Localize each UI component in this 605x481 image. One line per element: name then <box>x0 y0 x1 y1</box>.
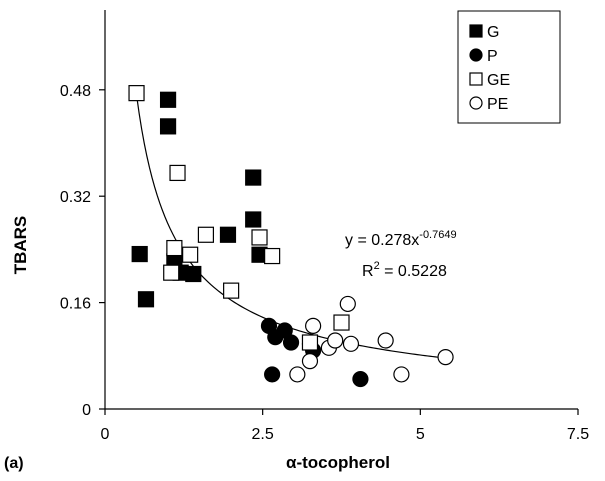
point-p <box>264 366 281 383</box>
point-ge <box>301 334 319 351</box>
point-p <box>282 334 300 351</box>
r-squared: R2 = 0.5228 <box>362 260 447 280</box>
r-squared-suffix: = 0.5228 <box>380 263 447 280</box>
point-g <box>159 118 177 135</box>
y-tick-label: 0.48 <box>60 83 91 100</box>
equation-main: y = 0.278x <box>345 232 419 249</box>
x-tick-label: 2.5 <box>252 426 274 443</box>
x-tick-label: 7.5 <box>567 426 589 443</box>
point-pe <box>327 332 344 349</box>
y-tick-label: 0 <box>82 402 91 419</box>
legend-label-pe: PE <box>487 96 508 113</box>
point-g <box>159 91 177 108</box>
point-ge <box>163 264 180 281</box>
point-pe <box>305 317 322 334</box>
trendline <box>135 94 446 359</box>
point-ge <box>182 246 199 263</box>
x-tick-label: 0 <box>101 426 110 443</box>
x-axis-title: α-tocopherol <box>286 453 390 472</box>
legend: GP GE PE <box>457 10 561 124</box>
equation-exponent: -0.7649 <box>419 229 456 241</box>
point-pe <box>393 366 410 383</box>
legend-marker-g <box>469 24 483 38</box>
panel-label: (a) <box>4 455 24 472</box>
point-g <box>185 265 202 283</box>
r-squared-prefix: R <box>362 263 374 280</box>
point-pe <box>301 353 319 370</box>
point-g <box>245 169 262 186</box>
point-ge <box>169 164 186 182</box>
legend-label-g: G <box>487 24 499 41</box>
point-ge <box>333 314 350 331</box>
legend-label-ge: GE <box>487 72 510 89</box>
r-squared-sup: 2 <box>374 260 380 272</box>
point-ge <box>197 226 215 243</box>
point-ge <box>264 247 281 265</box>
point-pe <box>377 332 394 349</box>
axis-ticks: 0 2.5 5 7.5 0 0.16 0.32 0.48 <box>60 83 589 443</box>
legend-marker-pe <box>469 96 483 110</box>
data-points <box>128 85 454 388</box>
point-ge <box>128 85 145 102</box>
y-axis-title: TBARS <box>11 216 30 275</box>
trend-equation: y = 0.278x-0.7649 <box>345 229 457 249</box>
legend-marker-p <box>469 48 483 62</box>
point-g <box>219 226 237 243</box>
y-tick-label: 0.32 <box>60 189 91 206</box>
point-pe <box>289 366 306 383</box>
point-pe <box>339 295 356 313</box>
point-ge <box>251 229 268 246</box>
y-tick-label: 0.16 <box>60 296 91 313</box>
point-p <box>352 370 369 388</box>
legend-marker-ge <box>469 72 483 86</box>
point-g <box>131 245 148 263</box>
legend-label-p: P <box>487 48 498 65</box>
point-ge <box>223 282 240 299</box>
point-ge <box>166 239 183 257</box>
point-g <box>245 211 262 228</box>
point-pe <box>342 335 360 352</box>
point-pe <box>437 349 454 366</box>
x-tick-label: 5 <box>416 426 425 443</box>
point-g <box>137 291 155 308</box>
